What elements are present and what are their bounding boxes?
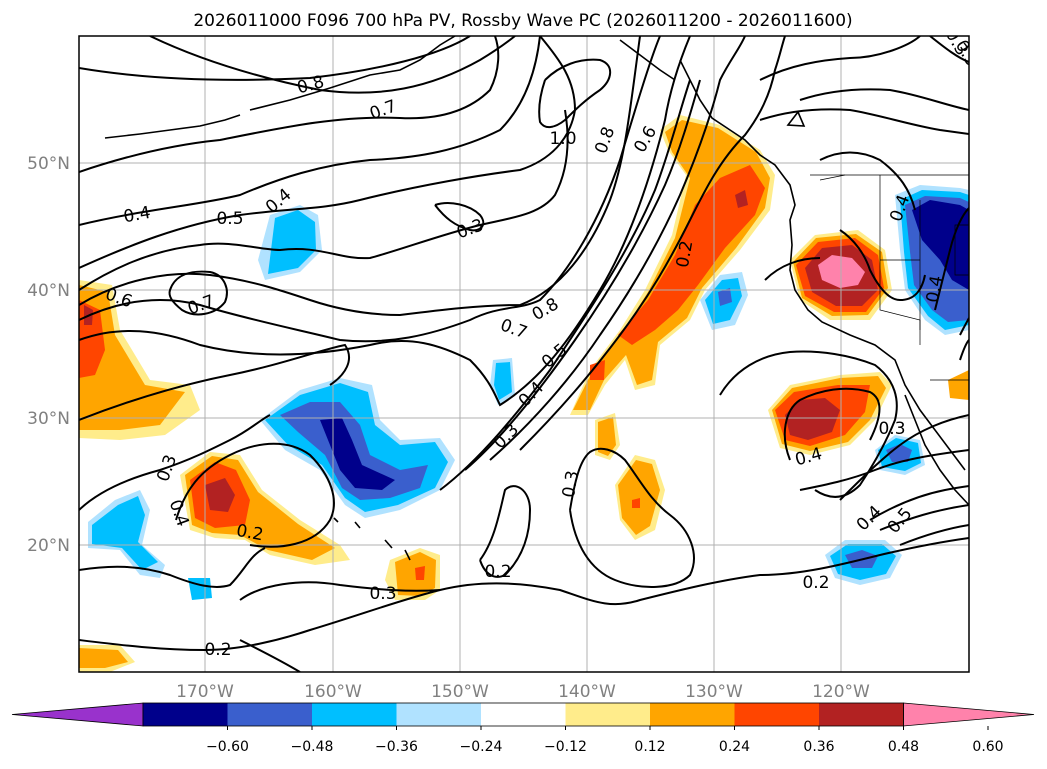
colorbar-segment <box>227 703 313 726</box>
anomaly-sw-negative-core <box>92 496 158 570</box>
anomaly-coastal-positive-max <box>735 190 748 208</box>
colorbar-tick-label: 0.36 <box>803 739 834 755</box>
colorbar-outline <box>142 702 904 727</box>
contour-label: 0.4 <box>923 274 947 304</box>
anomaly-hawaii-positive-max <box>415 566 425 580</box>
colorbar-tick-label: −0.60 <box>206 739 249 755</box>
lon-label: 120°W <box>812 682 870 702</box>
contour-label: 0.2 <box>204 640 231 660</box>
plot-frame <box>78 35 970 673</box>
colorbar-tick-label: 0.24 <box>719 739 750 755</box>
colorbar-tick-label: −0.12 <box>544 739 587 755</box>
colorbar-tick-label: 0.60 <box>972 739 1003 755</box>
colorbar-tick-label: −0.24 <box>460 739 503 755</box>
anomaly-nw-negative-core <box>268 210 316 274</box>
shaded-fields <box>79 115 969 672</box>
colorbar-extend-high <box>903 702 1035 727</box>
contour-label: 0.2 <box>484 562 511 582</box>
anomaly-coastal-positive-small <box>590 360 605 380</box>
anomaly-offshore-negative-strong <box>718 288 732 306</box>
contour-label: 0.2 <box>235 521 265 545</box>
lat-label: 30°N <box>27 409 70 429</box>
borders <box>810 174 969 381</box>
colorbar-segment <box>143 703 228 726</box>
contour-label: 0.2 <box>673 239 697 269</box>
colorbar-tick-label: 0.48 <box>888 739 919 755</box>
colorbar-tick-label: 0.12 <box>634 739 665 755</box>
contour-label: 0.4 <box>122 203 152 227</box>
latitude-labels: 50°N 40°N 30°N 20°N <box>27 154 70 556</box>
anomaly-west-positive-core <box>79 285 185 430</box>
lon-label: 170°W <box>176 682 234 702</box>
colorbar-segment <box>481 703 566 726</box>
lat-label: 40°N <box>27 281 70 301</box>
anomaly-bottom-left-positive-core <box>79 648 128 668</box>
colorbar-segment <box>396 703 482 726</box>
lat-label: 20°N <box>27 536 70 556</box>
plot-area: 0.8 0.7 1.0 0.8 0.6 0.4 0.5 0.4 0.3 0.6 … <box>79 36 969 672</box>
colorbar-extend-low <box>11 702 144 727</box>
colorbar-tick-label: −0.36 <box>375 739 418 755</box>
colorbar-tick-label: −0.48 <box>291 739 334 755</box>
anomaly-small-positive-a-core <box>598 417 616 456</box>
lon-label: 160°W <box>304 682 362 702</box>
anomaly-small-positive-b-core <box>618 460 660 535</box>
contour-label: 0.3 <box>369 584 396 604</box>
colorbar-segment <box>650 703 735 726</box>
colorbar-segment <box>565 703 651 726</box>
lat-label: 50°N <box>27 154 70 174</box>
contour-label: 0.5 <box>216 209 243 229</box>
contour-label: 0.3 <box>878 419 905 439</box>
anomaly-coastal-positive-strong <box>618 165 765 345</box>
contour-label: 0.3 <box>559 469 583 499</box>
anomaly-sw-positive-max <box>205 478 235 512</box>
anomaly-baja-positive-max <box>785 398 840 440</box>
colorbar-segment <box>734 703 820 726</box>
colorbar-segment <box>819 703 904 726</box>
anomaly-central-negative-max <box>320 418 395 490</box>
lon-label: 150°W <box>431 682 489 702</box>
lon-label: 130°W <box>685 682 743 702</box>
map-title: 2026011000 F096 700 hPa PV, Rossby Wave … <box>193 11 852 31</box>
longitude-labels: 170°W 160°W 150°W 140°W 130°W 120°W <box>176 682 870 702</box>
anomaly-small-negative-core <box>494 362 512 400</box>
pv-contours <box>79 36 969 672</box>
contour-label: 0.2 <box>802 573 829 593</box>
graticule <box>79 36 969 672</box>
colorbar: −0.60 −0.48 −0.36 −0.24 −0.12 0.12 0.24 0.36 0.4… <box>11 702 1035 755</box>
contour-label: 1.0 <box>549 129 576 149</box>
anomaly-small-negative-2 <box>188 578 212 600</box>
lon-label: 140°W <box>558 682 616 702</box>
colorbar-segment <box>312 703 397 726</box>
anomaly-mexico-negative-strong <box>886 444 912 462</box>
anomaly-small-positive-b-max <box>632 498 640 508</box>
anomaly-east-positive <box>948 370 969 400</box>
